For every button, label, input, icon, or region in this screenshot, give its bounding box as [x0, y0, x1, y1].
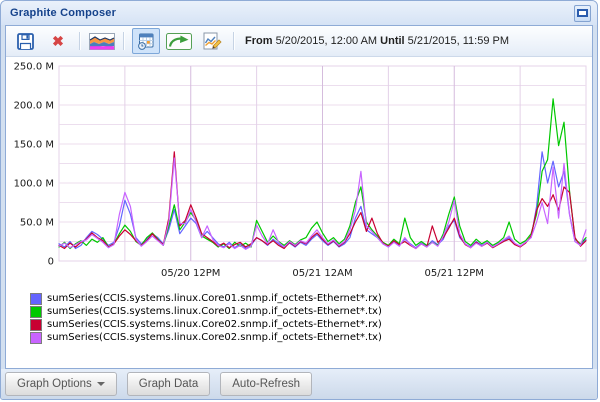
chevron-down-icon	[96, 382, 105, 386]
y-axis-tick-label: 200.0 M	[14, 101, 54, 112]
delete-icon: ✖	[52, 33, 64, 49]
x-axis-tick-label: 05/21 12AM	[292, 268, 352, 279]
date-range-button[interactable]	[132, 28, 160, 54]
graph-data-button[interactable]: Graph Data	[126, 372, 211, 396]
series-line	[58, 157, 587, 250]
update-graph-button[interactable]	[165, 28, 193, 54]
until-value: 5/21/2015, 11:59 PM	[407, 35, 509, 47]
legend-item: sumSeries(CCIS.systems.linux.Core01.snmp…	[30, 305, 592, 318]
until-label: Until	[380, 35, 405, 47]
stacked-chart-icon	[89, 32, 115, 50]
legend-label: sumSeries(CCIS.systems.linux.Core01.snmp…	[47, 293, 382, 304]
graph-options-label: Graph Options	[17, 378, 92, 390]
chart-legend: sumSeries(CCIS.systems.linux.Core01.snmp…	[30, 292, 592, 344]
edit-graph-button[interactable]	[198, 28, 226, 54]
toolbar-separator	[79, 32, 81, 50]
auto-refresh-button[interactable]: Auto-Refresh	[220, 372, 313, 396]
legend-label: sumSeries(CCIS.systems.linux.Core01.snmp…	[47, 306, 382, 317]
graph-options-button[interactable]: Graph Options	[5, 372, 117, 396]
from-value: 5/20/2015, 12:00 AM	[275, 35, 378, 47]
restore-button[interactable]	[574, 4, 591, 22]
y-axis-tick-label: 0	[48, 257, 54, 268]
edit-chart-icon	[203, 32, 222, 50]
legend-swatch	[30, 331, 42, 344]
legend-item: sumSeries(CCIS.systems.linux.Core02.snmp…	[30, 331, 592, 344]
legend-swatch	[30, 318, 42, 331]
auto-refresh-label: Auto-Refresh	[232, 378, 301, 390]
window-body: ✖	[5, 25, 593, 369]
legend-label: sumSeries(CCIS.systems.linux.Core02.snmp…	[47, 332, 382, 343]
graph-data-label: Graph Data	[138, 378, 199, 390]
toolbar: ✖	[6, 26, 592, 57]
date-range-text: From 5/20/2015, 12:00 AM Until 5/21/2015…	[245, 35, 509, 47]
toolbar-separator	[123, 32, 125, 50]
title-bar: Graphite Composer	[1, 1, 597, 25]
refresh-arrow-icon	[166, 32, 192, 50]
graph-style-button[interactable]	[88, 28, 116, 54]
footer-bar: Graph Options Graph Data Auto-Refresh	[1, 369, 597, 399]
series-line	[58, 98, 587, 250]
y-axis-tick-label: 150.0 M	[14, 140, 54, 151]
chart-area: 250.0 M 200.0 M 150.0 M 100.0 M 50.0 M 0 05/20…	[6, 57, 592, 368]
y-axis-tick-label: 100.0 M	[14, 179, 54, 190]
calendar-icon	[138, 33, 154, 50]
save-icon	[16, 32, 34, 50]
x-axis-tick-label: 05/21 12PM	[425, 268, 484, 279]
legend-swatch	[30, 292, 42, 305]
legend-label: sumSeries(CCIS.systems.linux.Core02.snmp…	[47, 319, 382, 330]
chart-svg: 250.0 M 200.0 M 150.0 M 100.0 M 50.0 M 0 05/20…	[14, 62, 587, 279]
y-axis-tick-label: 250.0 M	[14, 62, 54, 73]
restore-icon	[577, 9, 588, 17]
legend-swatch	[30, 305, 42, 318]
legend-item: sumSeries(CCIS.systems.linux.Core01.snmp…	[30, 292, 592, 305]
y-axis-tick-label: 50.0 M	[20, 218, 54, 229]
toolbar-separator	[233, 32, 235, 50]
delete-button[interactable]: ✖	[44, 28, 72, 54]
x-axis-tick-label: 05/20 12PM	[161, 268, 220, 279]
legend-item: sumSeries(CCIS.systems.linux.Core02.snmp…	[30, 318, 592, 331]
window-title: Graphite Composer	[10, 7, 117, 19]
save-button[interactable]	[11, 28, 39, 54]
from-label: From	[245, 35, 273, 47]
